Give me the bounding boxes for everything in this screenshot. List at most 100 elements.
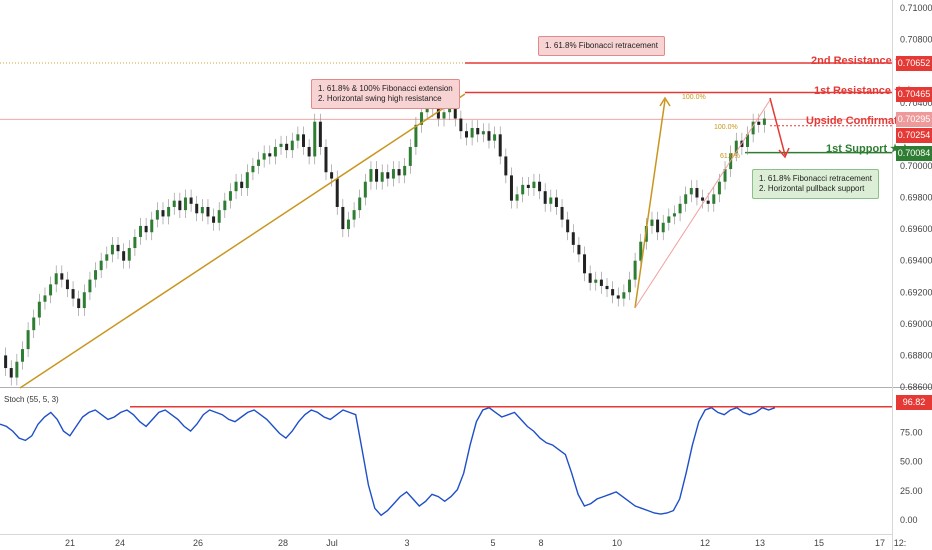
candle-body: [661, 222, 665, 233]
x-tick-label: 12: [700, 538, 710, 548]
y-tick-label: 0.70800: [900, 35, 932, 45]
candle-body: [228, 191, 232, 201]
annotation-left-line-2: 2. Horizontal swing high resistance: [318, 94, 442, 103]
candle-body: [296, 134, 300, 141]
candle-body: [464, 131, 468, 138]
candle-body: [133, 236, 137, 249]
candle-body: [285, 143, 289, 151]
candle-body: [577, 244, 581, 255]
candle-body: [459, 118, 463, 132]
y-tick-label: 0.69200: [900, 287, 932, 297]
candle-body: [251, 165, 255, 173]
candle-body: [245, 172, 249, 189]
y-tick-label: 0.69800: [900, 193, 932, 203]
candle-body: [436, 109, 440, 119]
candle-body: [554, 197, 558, 207]
candle-body: [167, 206, 171, 217]
candle-body: [453, 102, 457, 119]
candle-body: [689, 188, 693, 195]
candle-body: [498, 134, 502, 157]
candle-body: [487, 131, 491, 141]
candle-body: [144, 225, 148, 233]
candle-body: [380, 172, 384, 182]
x-tick-label: 10: [612, 538, 622, 548]
candle-body: [318, 121, 322, 147]
x-tick-label: 24: [115, 538, 125, 548]
annotation-top: 1. 61.8% Fibonacci retracement: [538, 36, 665, 56]
candle-body: [532, 181, 536, 189]
candle-body: [88, 279, 92, 293]
candle-body: [538, 181, 542, 192]
candle-body: [324, 146, 328, 173]
candle-body: [139, 225, 143, 237]
annotation-right-line-1: 1. 61.8% Fibonacci retracement: [759, 174, 872, 183]
candle-body: [706, 200, 710, 204]
candle-body: [352, 210, 356, 220]
x-tick-label: 8: [538, 538, 543, 548]
annotation-top-line: 1. 61.8% Fibonacci retracement: [545, 41, 658, 50]
x-tick-label: 21: [65, 538, 75, 548]
candle-body: [549, 197, 553, 204]
projection-arrow: [769, 97, 786, 156]
x-tick-label: 26: [193, 538, 203, 548]
candle-body: [420, 112, 424, 125]
candle-body: [650, 219, 654, 226]
candle-body: [105, 254, 109, 261]
price-badge-current: 0.70295: [896, 112, 932, 127]
candle-body: [330, 172, 334, 179]
candle-body: [65, 279, 69, 290]
candle-body: [414, 124, 418, 147]
fib-extension-arrow: [634, 99, 666, 309]
y-tick-label: 0.69600: [900, 224, 932, 234]
level-label-upside-confirmation: Upside Confirmation: [806, 115, 915, 127]
x-tick-label: Jul: [326, 538, 338, 548]
x-tick-label: 13: [755, 538, 765, 548]
stoch-badge: 96.82: [896, 395, 932, 410]
candle-body: [481, 131, 485, 135]
y-tick-label: 0.70000: [900, 161, 932, 171]
candle-body: [15, 361, 19, 378]
price-badge-2nd-resistance: 0.70652: [896, 56, 932, 71]
candle-body: [358, 197, 362, 211]
candle-body: [26, 330, 30, 350]
candle-body: [49, 284, 53, 296]
candle-body: [99, 260, 103, 271]
candle-body: [734, 140, 738, 154]
candle-body: [543, 191, 547, 204]
candle-body: [110, 244, 114, 255]
stoch-tick-label: 0.00: [900, 515, 918, 525]
candle-body: [43, 295, 47, 302]
candle-body: [391, 169, 395, 179]
candle-body: [206, 206, 210, 217]
candle-body: [408, 146, 412, 166]
candle-body: [363, 181, 367, 198]
price-badge-1st-support: 0.70084: [896, 146, 932, 161]
candle-body: [442, 112, 446, 119]
y-tick-label: 0.71000: [900, 3, 932, 13]
candle-body: [155, 210, 159, 220]
candle-body: [762, 118, 766, 125]
candle-body: [588, 273, 592, 283]
candle-body: [20, 349, 24, 362]
candle-body: [346, 219, 350, 230]
candle-body: [684, 194, 688, 204]
x-tick-label: 15: [814, 538, 824, 548]
candle-body: [279, 143, 283, 147]
candle-body: [212, 216, 216, 223]
candle-body: [751, 121, 755, 135]
candle-body: [290, 140, 294, 151]
candle-body: [369, 169, 373, 182]
x-tick-label: 17: [875, 538, 885, 548]
candle-body: [695, 188, 699, 198]
candle-body: [656, 219, 660, 233]
candle-body: [678, 203, 682, 214]
candle-body: [509, 175, 513, 201]
x-tick-label: 3: [404, 538, 409, 548]
fib-label: 61.8%: [720, 153, 740, 160]
y-tick-label: 0.70400: [900, 98, 932, 108]
candle-body: [172, 200, 176, 207]
candle-body: [195, 203, 199, 214]
candle-body: [375, 169, 379, 182]
candle-body: [223, 200, 227, 211]
